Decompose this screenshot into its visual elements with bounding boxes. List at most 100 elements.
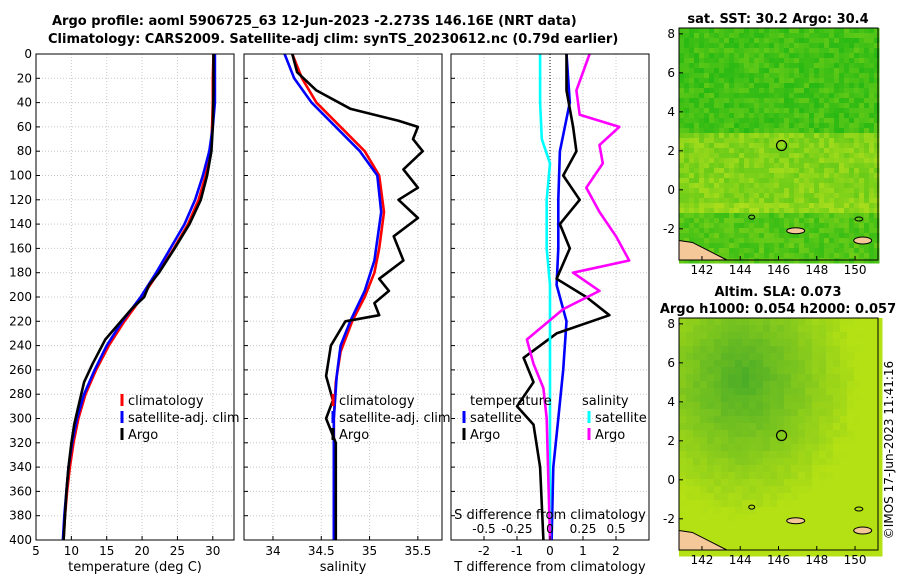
sst-cell	[684, 28, 690, 34]
sla-cell	[875, 479, 883, 487]
sst-cell	[679, 158, 685, 164]
sst-cell	[719, 93, 725, 99]
sla-cell	[749, 500, 757, 508]
sst-cell	[719, 48, 725, 54]
sla-cell	[826, 346, 834, 354]
sst-cell	[789, 103, 795, 109]
sst-cell	[769, 203, 775, 209]
sst-cell	[864, 148, 870, 154]
sla-cell	[784, 521, 792, 529]
sst-cell	[789, 153, 795, 159]
sst-cell	[814, 133, 820, 139]
sst-cell	[729, 138, 735, 144]
sst-cell	[699, 193, 705, 199]
sst-cell	[824, 118, 830, 124]
sla-cell	[749, 388, 757, 396]
sst-cell	[754, 98, 760, 104]
sst-cell	[714, 88, 720, 94]
sla-ytick-label: 2	[667, 434, 675, 448]
sst-cell	[864, 193, 870, 199]
sla-cell	[798, 479, 806, 487]
sla-cell	[826, 367, 834, 375]
sst-cell	[709, 163, 715, 169]
sst-cell	[864, 143, 870, 149]
sla-cell	[679, 514, 687, 522]
sst-cell	[779, 258, 785, 264]
temperature-profile-xtick-label: 30	[205, 544, 220, 558]
sst-cell	[789, 128, 795, 134]
sla-cell	[728, 458, 736, 466]
sla-cell	[798, 437, 806, 445]
sst-cell	[684, 158, 690, 164]
sst-cell	[844, 48, 850, 54]
sst-cell	[689, 168, 695, 174]
sst-cell	[804, 28, 810, 34]
sst-cell	[724, 83, 730, 89]
sla-cell	[749, 444, 757, 452]
sst-cell	[819, 58, 825, 64]
sla-cell	[798, 500, 806, 508]
sst-cell	[779, 108, 785, 114]
sla-cell	[721, 360, 729, 368]
sla-cell	[714, 423, 722, 431]
sla-cell	[847, 542, 855, 550]
sst-cell	[684, 258, 690, 264]
sla-cell	[756, 465, 764, 473]
sla-cell	[791, 423, 799, 431]
sst-cell	[749, 63, 755, 69]
sst-cell	[689, 83, 695, 89]
salinity-profile-xtick-label: 34	[265, 544, 280, 558]
sst-cell	[869, 153, 875, 159]
sst-cell	[839, 203, 845, 209]
sla-cell	[854, 479, 862, 487]
sst-cell	[779, 158, 785, 164]
sla-cell	[693, 402, 701, 410]
sst-cell	[724, 33, 730, 39]
sla-cell	[756, 479, 764, 487]
sla-cell	[735, 339, 743, 347]
sst-cell	[714, 148, 720, 154]
sst-cell	[774, 228, 780, 234]
sst-cell	[769, 28, 775, 34]
sst-cell	[864, 258, 870, 264]
sla-cell	[700, 437, 708, 445]
sla-cell	[840, 444, 848, 452]
sla-cell	[777, 458, 785, 466]
sla-cell	[742, 416, 750, 424]
sst-cell	[859, 233, 865, 239]
sst-cell	[734, 253, 740, 259]
sst-cell	[799, 88, 805, 94]
sst-cell	[869, 88, 875, 94]
sst-cell	[839, 163, 845, 169]
sst-cell	[794, 48, 800, 54]
sla-cell	[805, 339, 813, 347]
sla-cell	[714, 500, 722, 508]
sst-cell	[724, 243, 730, 249]
sst-cell	[704, 98, 710, 104]
sst-cell	[859, 128, 865, 134]
sst-cell	[749, 73, 755, 79]
sst-cell	[869, 113, 875, 119]
sst-cell	[829, 143, 835, 149]
sst-cell	[789, 138, 795, 144]
sst-cell	[804, 248, 810, 254]
sla-cell	[700, 381, 708, 389]
sst-cell	[829, 228, 835, 234]
sla-cell	[812, 318, 820, 326]
sla-cell	[777, 374, 785, 382]
sla-cell	[735, 549, 743, 557]
sla-cell	[735, 423, 743, 431]
sla-cell	[847, 528, 855, 536]
sla-cell	[875, 367, 883, 375]
sst-cell	[739, 118, 745, 124]
sst-cell	[734, 48, 740, 54]
sst-cell	[814, 253, 820, 259]
salinity-profile-series-satellite-adj-clim	[283, 53, 383, 540]
sst-cell	[679, 193, 685, 199]
sst-cell	[809, 173, 815, 179]
sla-cell	[693, 409, 701, 417]
sst-cell	[844, 188, 850, 194]
sst-cell	[704, 193, 710, 199]
sst-cell	[794, 128, 800, 134]
sst-cell	[739, 183, 745, 189]
